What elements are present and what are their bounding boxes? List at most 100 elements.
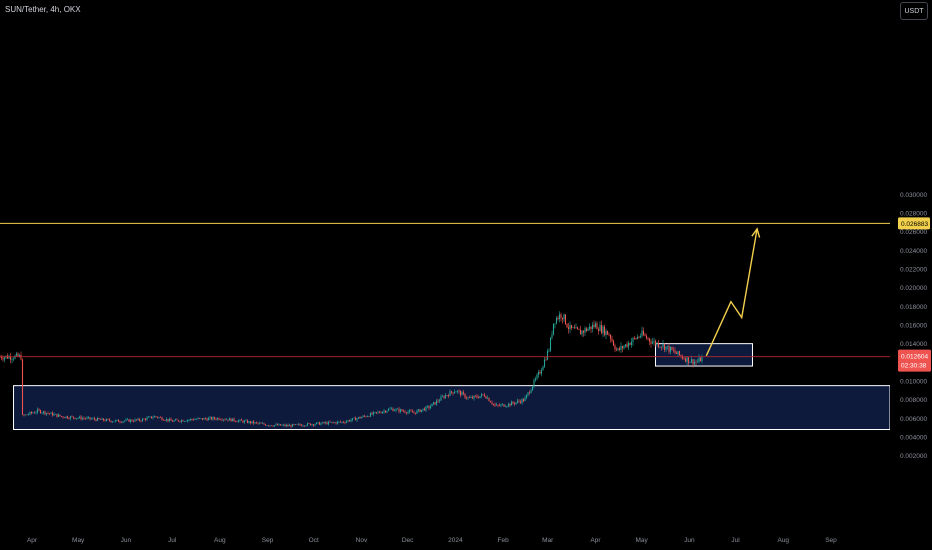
candle-body [476, 396, 478, 398]
candle-body [197, 418, 199, 420]
candle-body [360, 417, 363, 419]
candle-body [668, 345, 670, 352]
candle-body [126, 419, 129, 420]
candle-body [179, 421, 181, 422]
candle-body [366, 416, 369, 417]
candle-body [480, 394, 483, 397]
candle-body [368, 416, 370, 417]
currency-button[interactable]: USDT [900, 2, 928, 20]
candle-body [156, 416, 159, 418]
candle-body [495, 404, 498, 406]
candle-body [572, 327, 574, 329]
candle-body [0, 356, 3, 359]
candle-body [309, 423, 312, 426]
candle-body [440, 396, 442, 401]
candle-body [531, 386, 534, 391]
candle-body [185, 421, 187, 422]
candle-body [96, 417, 99, 421]
candle-body [665, 346, 667, 350]
candle-body [254, 422, 256, 424]
candle-body [65, 416, 67, 418]
candle-body [465, 397, 468, 399]
candle-body [423, 408, 426, 411]
candle-body [686, 357, 688, 362]
consolidation-box[interactable] [654, 343, 753, 367]
candle-body [614, 345, 616, 350]
price-axis[interactable] [890, 0, 932, 530]
candle-body [290, 425, 292, 427]
candle-body [2, 358, 4, 360]
candle-body [678, 351, 681, 356]
candle-body [437, 400, 439, 402]
time-axis[interactable] [0, 530, 932, 550]
candle-body [338, 421, 340, 423]
candle-body [234, 420, 237, 422]
candle-body [291, 424, 294, 427]
x-tick-label: Mar [542, 537, 554, 544]
candle-body [296, 424, 298, 425]
candle-body [143, 418, 145, 420]
candle-body [524, 397, 526, 402]
candle-body [618, 348, 621, 350]
candle-body [266, 425, 268, 427]
candle-body [320, 423, 322, 425]
candle-body [333, 422, 336, 423]
candle-body [653, 340, 655, 343]
candle-body [426, 406, 429, 407]
candle-body [693, 361, 696, 365]
candles-layer [0, 311, 703, 429]
candle-body [149, 416, 151, 418]
candle-body [675, 352, 678, 354]
candle-body [252, 421, 255, 424]
candle-body [165, 419, 168, 421]
candle-body [498, 405, 501, 406]
candle-body [227, 419, 229, 421]
candle-body [194, 419, 196, 421]
candle-body [504, 406, 507, 408]
candle-body [41, 412, 43, 414]
candle-body [192, 419, 195, 421]
candle-body [26, 414, 28, 416]
candle-body [666, 345, 669, 347]
candle-body [609, 335, 612, 339]
candle-body [612, 340, 615, 346]
candle-body [687, 357, 690, 363]
candle-body [315, 422, 318, 425]
candle-body [585, 328, 588, 331]
candle-body [204, 418, 207, 419]
candle-body [152, 417, 154, 419]
candle-body [305, 425, 307, 427]
candle-body [203, 418, 205, 420]
candle-body [402, 410, 405, 412]
candle-body [281, 425, 283, 426]
candle-body [284, 424, 286, 426]
candle-body [255, 422, 258, 423]
candle-body [672, 349, 675, 351]
candle-body [543, 359, 546, 367]
candle-body [150, 416, 153, 419]
candle-body [501, 404, 504, 405]
candle-body [62, 416, 64, 418]
candle-body [218, 418, 220, 420]
projection-path[interactable] [705, 228, 758, 357]
candle-body [330, 422, 333, 423]
candle-body [276, 424, 279, 426]
candle-body [332, 422, 334, 423]
candle-body [450, 391, 453, 393]
candle-body [611, 338, 613, 341]
candle-body [455, 391, 457, 393]
candle-body [453, 391, 456, 394]
candle-body [279, 424, 282, 426]
candle-body [573, 327, 576, 329]
candle-body [389, 408, 391, 410]
candle-body [621, 346, 624, 349]
x-tick-label: Nov [356, 537, 368, 544]
candle-body [39, 410, 42, 414]
candle-body [597, 329, 600, 331]
candle-body [344, 422, 346, 424]
x-tick-label: May [72, 537, 85, 544]
candle-body [264, 424, 267, 426]
candle-body [323, 422, 325, 424]
candle-body [483, 394, 486, 397]
